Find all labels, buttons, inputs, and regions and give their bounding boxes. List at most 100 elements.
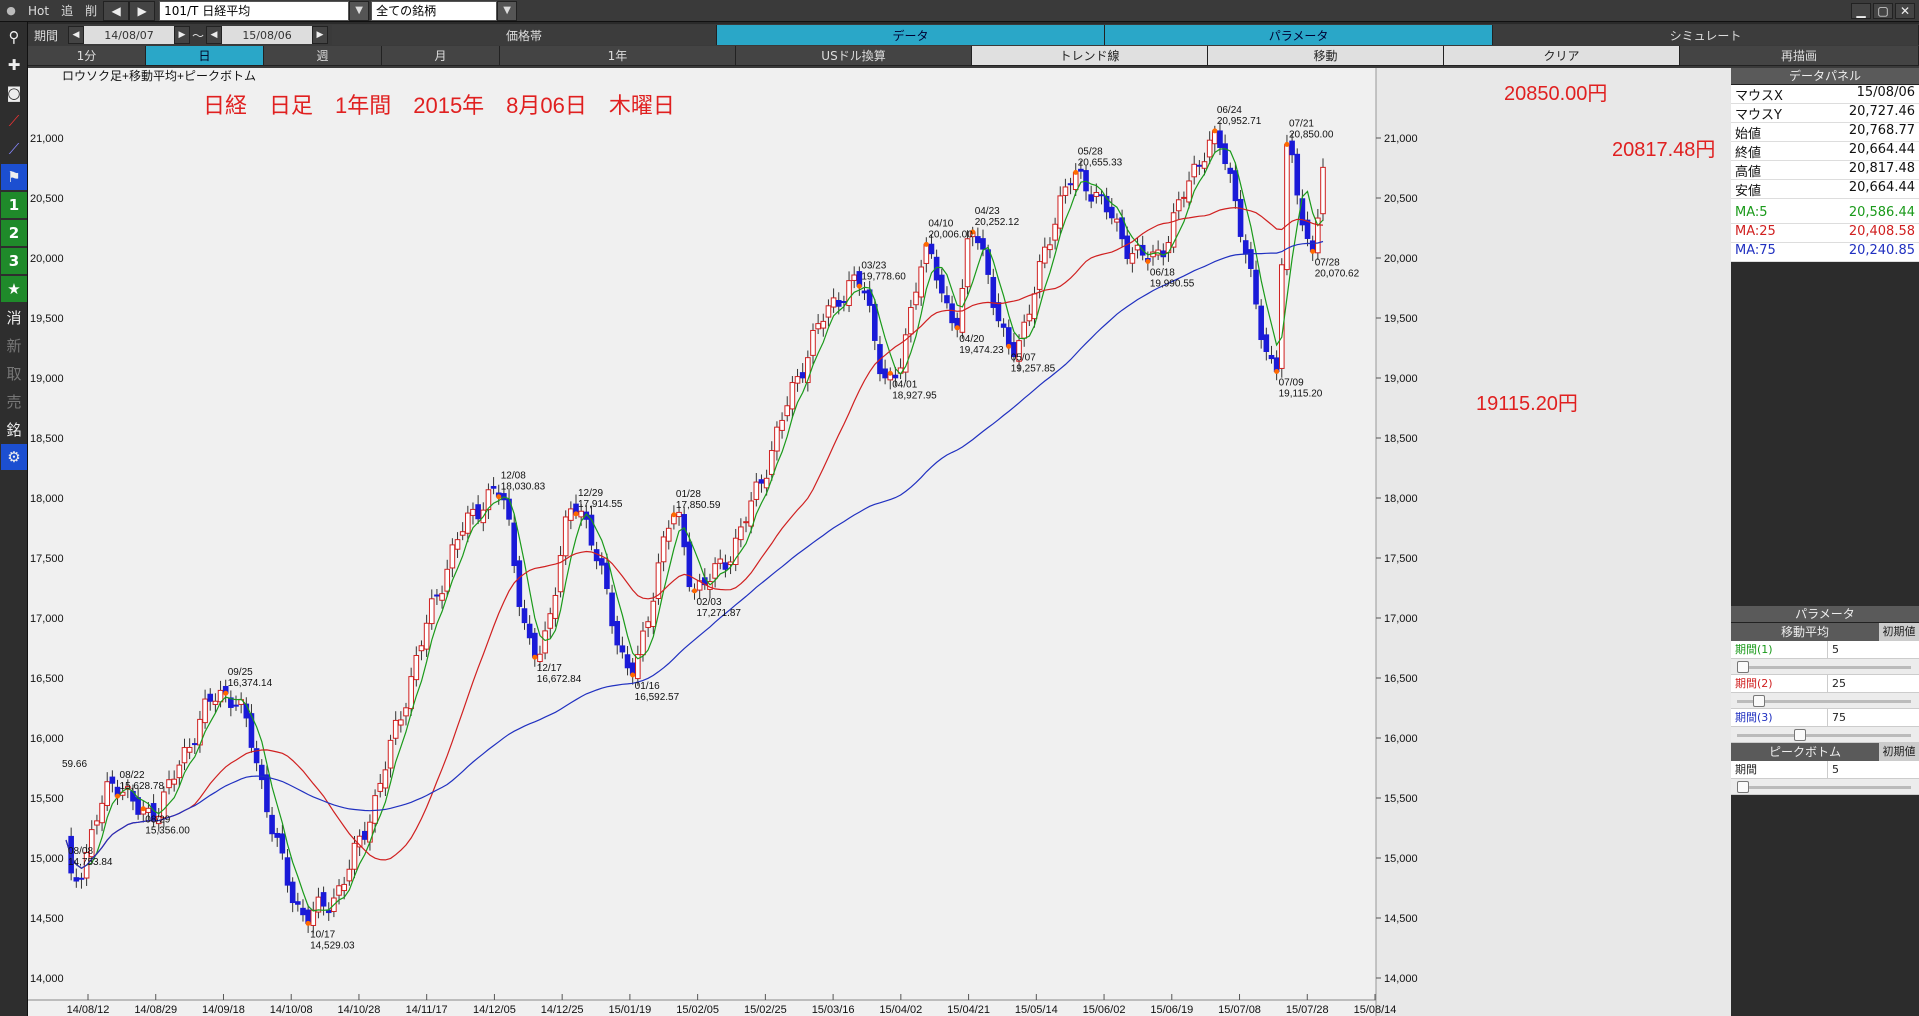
data-panel-row: 高値 20,817.48 (1731, 161, 1919, 180)
prev-icon[interactable]: ◀ (206, 26, 223, 44)
chart-icon[interactable]: ⟋ (8, 140, 20, 158)
tab-parameters[interactable]: パラメータ (1105, 25, 1494, 45)
x-tick-label: 14/08/29 (134, 1004, 177, 1016)
candle-up (1206, 139, 1213, 158)
pb-period-input[interactable]: 5 (1827, 761, 1919, 778)
tab-data[interactable]: データ (717, 25, 1106, 45)
candle-down (490, 486, 497, 489)
preset-1-button[interactable]: 1 (1, 192, 27, 218)
peak-marker (856, 283, 862, 289)
back-arrow-icon[interactable]: ◀ (103, 0, 130, 21)
line-chart-icon[interactable]: ⟋ (8, 112, 20, 130)
sell-button[interactable]: 売 (6, 392, 22, 411)
clear-button[interactable]: クリア (1444, 46, 1680, 66)
peak-date-label: 08/29 (145, 815, 170, 826)
chevron-down-icon[interactable]: ▼ (349, 0, 370, 21)
crosshair-icon[interactable]: ✚ (7, 56, 21, 74)
prev-icon[interactable]: ◀ (68, 26, 84, 44)
delete-button[interactable]: 削 (85, 4, 98, 18)
tab-simulate[interactable]: シミュレート (1493, 25, 1919, 45)
bulb-icon[interactable]: ● (6, 4, 16, 17)
preset-2-button[interactable]: 2 (1, 220, 27, 246)
usd-convert-button[interactable]: USドル換算 (736, 46, 972, 66)
move-button[interactable]: 移動 (1208, 46, 1444, 66)
flag-icon[interactable]: ⚑ (1, 164, 27, 190)
symbol-select[interactable]: 101/T 日経平均 (159, 0, 350, 21)
peak-marker (692, 588, 697, 594)
ma-reset-button[interactable]: 初期値 (1879, 623, 1919, 641)
erase-button[interactable]: 消 (6, 308, 22, 327)
minimize-icon[interactable]: ▁ (1851, 2, 1871, 19)
redraw-button[interactable]: 再描画 (1680, 46, 1919, 66)
peak-marker (1145, 259, 1151, 265)
candle-down (289, 881, 296, 904)
timeframe-day[interactable]: 日 (146, 46, 264, 66)
candlestick-chart[interactable]: 21,000 20,500 20,000 19,500 19,000 18,500 18,0… (28, 68, 1731, 1016)
candle-up (1320, 166, 1326, 215)
preset-3-button[interactable]: 3 (1, 248, 27, 274)
range-1year-button[interactable]: 1年 (500, 46, 736, 66)
slider-thumb[interactable] (1737, 781, 1749, 793)
chart-area[interactable]: 21,000 20,500 20,000 19,500 19,000 18,500 18,0… (28, 68, 1731, 1016)
candle-up (104, 781, 111, 806)
candle-down (686, 541, 693, 588)
candle-down (320, 892, 327, 907)
ma-period-slider[interactable] (1731, 659, 1919, 675)
candle-up (1114, 218, 1120, 223)
ma-period-input[interactable]: 5 (1827, 641, 1919, 658)
hot-button[interactable]: Hot (28, 3, 50, 18)
ma-period-slider[interactable] (1731, 693, 1919, 709)
timeframe-1min[interactable]: 1分 (28, 46, 146, 66)
candle-down (588, 514, 595, 546)
next-icon[interactable]: ▶ (174, 26, 190, 44)
peak-date-label: 01/16 (635, 681, 660, 692)
candle-up (387, 739, 394, 769)
slider-thumb[interactable] (1753, 695, 1766, 707)
peak-date-label: 09/25 (228, 667, 253, 678)
stock-button[interactable]: 銘 (6, 420, 22, 439)
maximize-icon[interactable]: ▢ (1873, 2, 1893, 19)
candle-down (1232, 170, 1239, 202)
candle-up (794, 376, 801, 384)
chevron-down-icon[interactable]: ▼ (497, 0, 518, 21)
parameter-panel: パラメータ 移動平均 初期値 期間(1) 5 期間(2) 25 期間(3) 75 ピークボ… (1731, 606, 1919, 795)
peak-marker (115, 793, 121, 799)
peak-date-label: 10/17 (310, 929, 335, 940)
timeframe-week[interactable]: 週 (264, 46, 382, 66)
ma-period-slider[interactable] (1731, 727, 1919, 743)
new-button[interactable]: 新 (6, 336, 22, 355)
close-icon[interactable]: ✕ (1895, 2, 1915, 19)
candle-down (882, 368, 888, 379)
gear-icon[interactable]: ⚙ (1, 444, 27, 470)
date-from-input[interactable]: 14/08/07 (84, 26, 174, 44)
y-tick-label-left: 17,000 (30, 613, 64, 625)
candle-up (202, 698, 208, 724)
next-icon[interactable]: ▶ (312, 26, 329, 44)
forward-arrow-icon[interactable]: ▶ (129, 0, 156, 21)
search-icon[interactable]: ⚲ (8, 28, 20, 46)
camera-icon[interactable]: ◙ (6, 84, 22, 102)
fetch-button[interactable]: 取 (6, 364, 22, 383)
candle-down (279, 833, 286, 854)
timeframe-month[interactable]: 月 (382, 46, 500, 66)
candle-up (161, 791, 167, 819)
universe-select[interactable]: 全ての銘柄 (371, 0, 498, 21)
pb-period-slider[interactable] (1731, 779, 1919, 795)
candle-up (820, 320, 827, 329)
ma-period-input[interactable]: 25 (1827, 675, 1919, 692)
candle-up (732, 537, 739, 566)
trendline-button[interactable]: トレンド線 (972, 46, 1208, 66)
add-button[interactable]: 追 (61, 4, 74, 18)
y-tick-label-left: 20,500 (30, 193, 64, 205)
pb-reset-button[interactable]: 初期値 (1879, 743, 1919, 761)
candle-down (1088, 194, 1094, 202)
tab-price-band[interactable]: 価格帯 (332, 25, 718, 45)
ma-period-input[interactable]: 75 (1827, 709, 1919, 726)
slider-thumb[interactable] (1737, 661, 1749, 673)
date-to-input[interactable]: 15/08/06 (222, 26, 313, 44)
peak-date-label: 08/08 (68, 846, 93, 857)
star-icon[interactable]: ★ (1, 276, 27, 302)
slider-thumb[interactable] (1793, 729, 1806, 741)
peak-value-label: 20,252.12 (975, 217, 1020, 228)
candle-up (398, 719, 404, 726)
